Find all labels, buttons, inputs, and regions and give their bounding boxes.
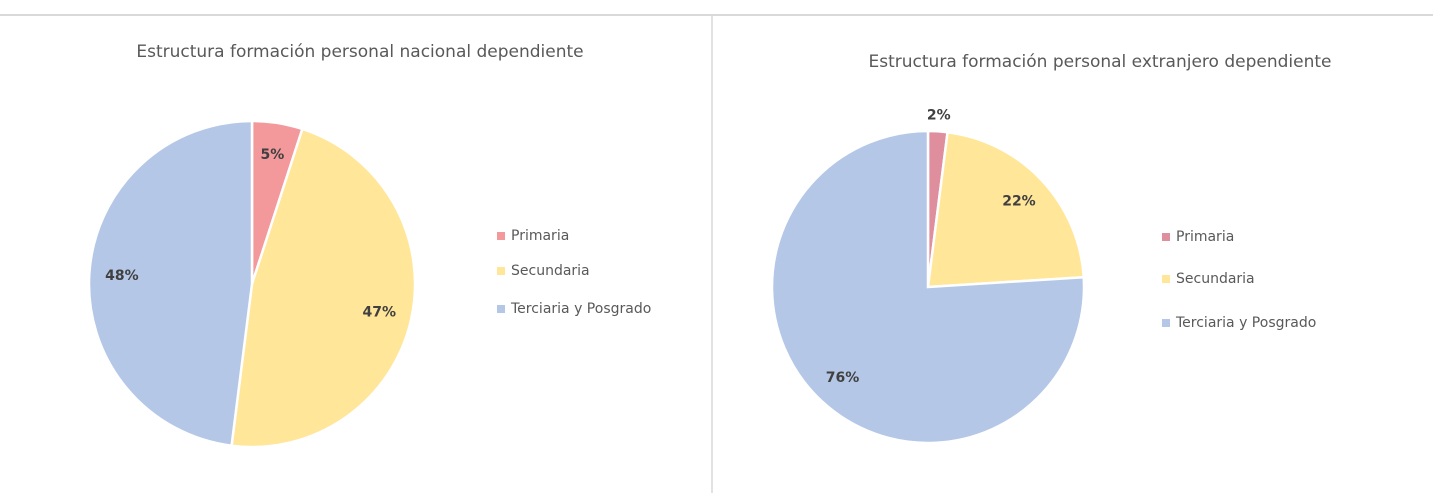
pie-slice — [926, 130, 1086, 289]
legend-swatch — [497, 267, 505, 275]
legend-label: Primaria — [1176, 229, 1234, 245]
chart-title: Estructura formación personal extranjero… — [869, 52, 1332, 72]
legend-swatch — [1162, 233, 1170, 241]
data-label: 48% — [105, 268, 139, 284]
pie-slice — [770, 129, 1086, 445]
chart-title: Estructura formación personal nacional d… — [136, 42, 583, 62]
legend-label: Terciaria y Posgrado — [1175, 315, 1316, 331]
data-label: 76% — [826, 370, 860, 386]
legend-label: Secundaria — [511, 263, 590, 279]
data-label: 5% — [261, 147, 285, 163]
data-label: 47% — [363, 304, 397, 320]
legend-label: Terciaria y Posgrado — [510, 301, 651, 317]
data-label: 2% — [927, 108, 951, 124]
legend-label: Secundaria — [1176, 271, 1255, 287]
legend-label: Primaria — [511, 228, 569, 244]
data-label: 22% — [1002, 194, 1036, 210]
pie-slice — [230, 127, 417, 449]
legend-swatch — [1162, 319, 1170, 327]
legend-swatch — [497, 305, 505, 313]
pie-slice — [87, 119, 254, 448]
legend-swatch — [1162, 275, 1170, 283]
legend-swatch — [497, 232, 505, 240]
